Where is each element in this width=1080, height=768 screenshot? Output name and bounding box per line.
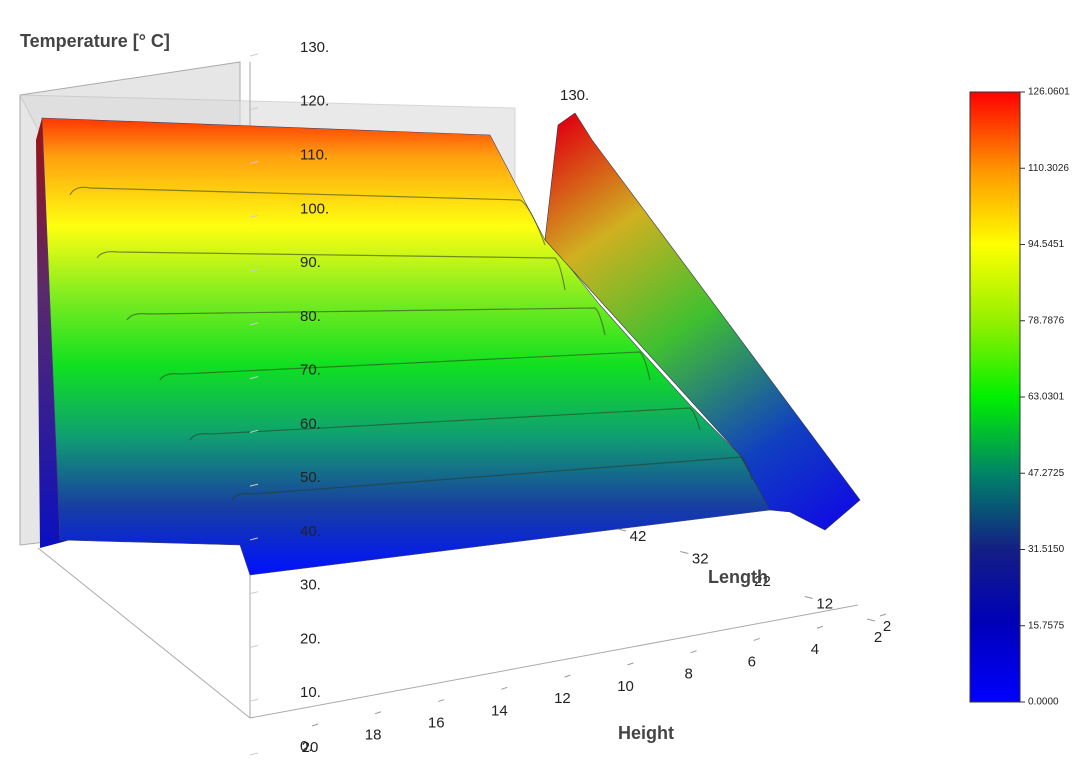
x-tick bbox=[438, 699, 445, 703]
z-tick bbox=[249, 376, 259, 380]
z-tick-label: 30. bbox=[300, 577, 321, 594]
z-tick bbox=[249, 483, 259, 487]
colorbar-tick-label: 110.3026 bbox=[1028, 163, 1069, 174]
y-tick bbox=[617, 528, 627, 532]
x-axis-label: Height bbox=[618, 723, 674, 743]
z-tick bbox=[249, 161, 259, 165]
y-axis-label: Length bbox=[708, 567, 768, 587]
z-tick bbox=[249, 53, 259, 57]
z-tick bbox=[249, 107, 259, 111]
x-tick bbox=[311, 723, 319, 727]
z-tick bbox=[249, 322, 259, 326]
colorbar-tick-label: 31.5150 bbox=[1028, 544, 1065, 555]
colorbar-tick-label: 78.7876 bbox=[1028, 315, 1065, 326]
z-tick bbox=[249, 214, 259, 218]
x-tick bbox=[879, 613, 887, 617]
colorbar-tick-label: 15.7575 bbox=[1028, 620, 1065, 631]
z-tick bbox=[249, 268, 259, 272]
y-tick bbox=[680, 551, 689, 554]
z-tick-label: 130. bbox=[300, 39, 329, 56]
y-tick-label: 32 bbox=[692, 550, 709, 567]
x-tick bbox=[753, 637, 760, 641]
z-tick-label: 50. bbox=[300, 469, 321, 486]
x-tick-label: 4 bbox=[811, 641, 819, 658]
x-tick-label: 12 bbox=[554, 690, 571, 707]
x-tick bbox=[374, 711, 382, 715]
z-tick-label: 60. bbox=[300, 415, 321, 432]
y-tick-label: 12 bbox=[816, 595, 833, 612]
x-tick-label: 8 bbox=[684, 666, 692, 683]
colorbar-tick-label: 94.5451 bbox=[1028, 239, 1065, 250]
z-tick-label: 110. bbox=[300, 147, 328, 164]
peak-annotation: 130. bbox=[560, 87, 589, 104]
z-tick bbox=[249, 537, 259, 541]
colorbar-tick-label: 47.2725 bbox=[1028, 468, 1065, 479]
surface bbox=[36, 112, 861, 576]
x-tick-label: 10 bbox=[617, 678, 634, 695]
z-tick-label: 90. bbox=[300, 254, 321, 271]
x-tick bbox=[816, 625, 824, 629]
x-tick-label: 2 bbox=[874, 629, 882, 646]
z-tick-label: 20. bbox=[300, 630, 321, 647]
x-tick bbox=[627, 662, 634, 666]
colorbar-tick-label: 63.0301 bbox=[1028, 392, 1065, 403]
z-tick-label: 120. bbox=[300, 93, 329, 110]
colorbar-tick-label: 0.0000 bbox=[1028, 697, 1059, 708]
x-tick-label: 16 bbox=[428, 715, 445, 732]
z-axis-label: Temperature [° C] bbox=[20, 31, 170, 51]
x-tick-label: 18 bbox=[365, 727, 382, 744]
x-tick bbox=[564, 674, 571, 678]
x-tick bbox=[690, 650, 697, 654]
x-tick-label: 6 bbox=[748, 653, 756, 670]
y-tick bbox=[866, 618, 876, 622]
z-tick bbox=[249, 429, 259, 433]
y-tick-label: 22 bbox=[754, 573, 771, 590]
x-tick-label: 20 bbox=[302, 739, 319, 756]
x-tick bbox=[501, 686, 508, 690]
colorbar bbox=[969, 91, 1021, 703]
z-tick-label: 80. bbox=[300, 308, 321, 325]
colorbar-tick-label: 126.0601 bbox=[1028, 87, 1070, 98]
z-tick-label: 0. bbox=[300, 738, 313, 755]
z-tick-label: 100. bbox=[300, 200, 329, 217]
z-tick bbox=[249, 698, 259, 702]
z-tick bbox=[249, 591, 259, 595]
z-tick-label: 70. bbox=[300, 362, 321, 379]
y-tick bbox=[804, 596, 813, 599]
z-tick bbox=[249, 644, 259, 648]
y-tick bbox=[742, 573, 751, 577]
z-tick bbox=[249, 752, 259, 756]
x-tick-label: 14 bbox=[491, 702, 508, 719]
ticks: 130.120.110.100.90.80.70.60.50.40.30.20.… bbox=[249, 39, 1070, 756]
y-tick-label: 42 bbox=[630, 528, 647, 545]
y-tick-label: 2 bbox=[883, 618, 891, 635]
z-tick-label: 10. bbox=[300, 684, 321, 701]
z-tick-label: 40. bbox=[300, 523, 321, 540]
